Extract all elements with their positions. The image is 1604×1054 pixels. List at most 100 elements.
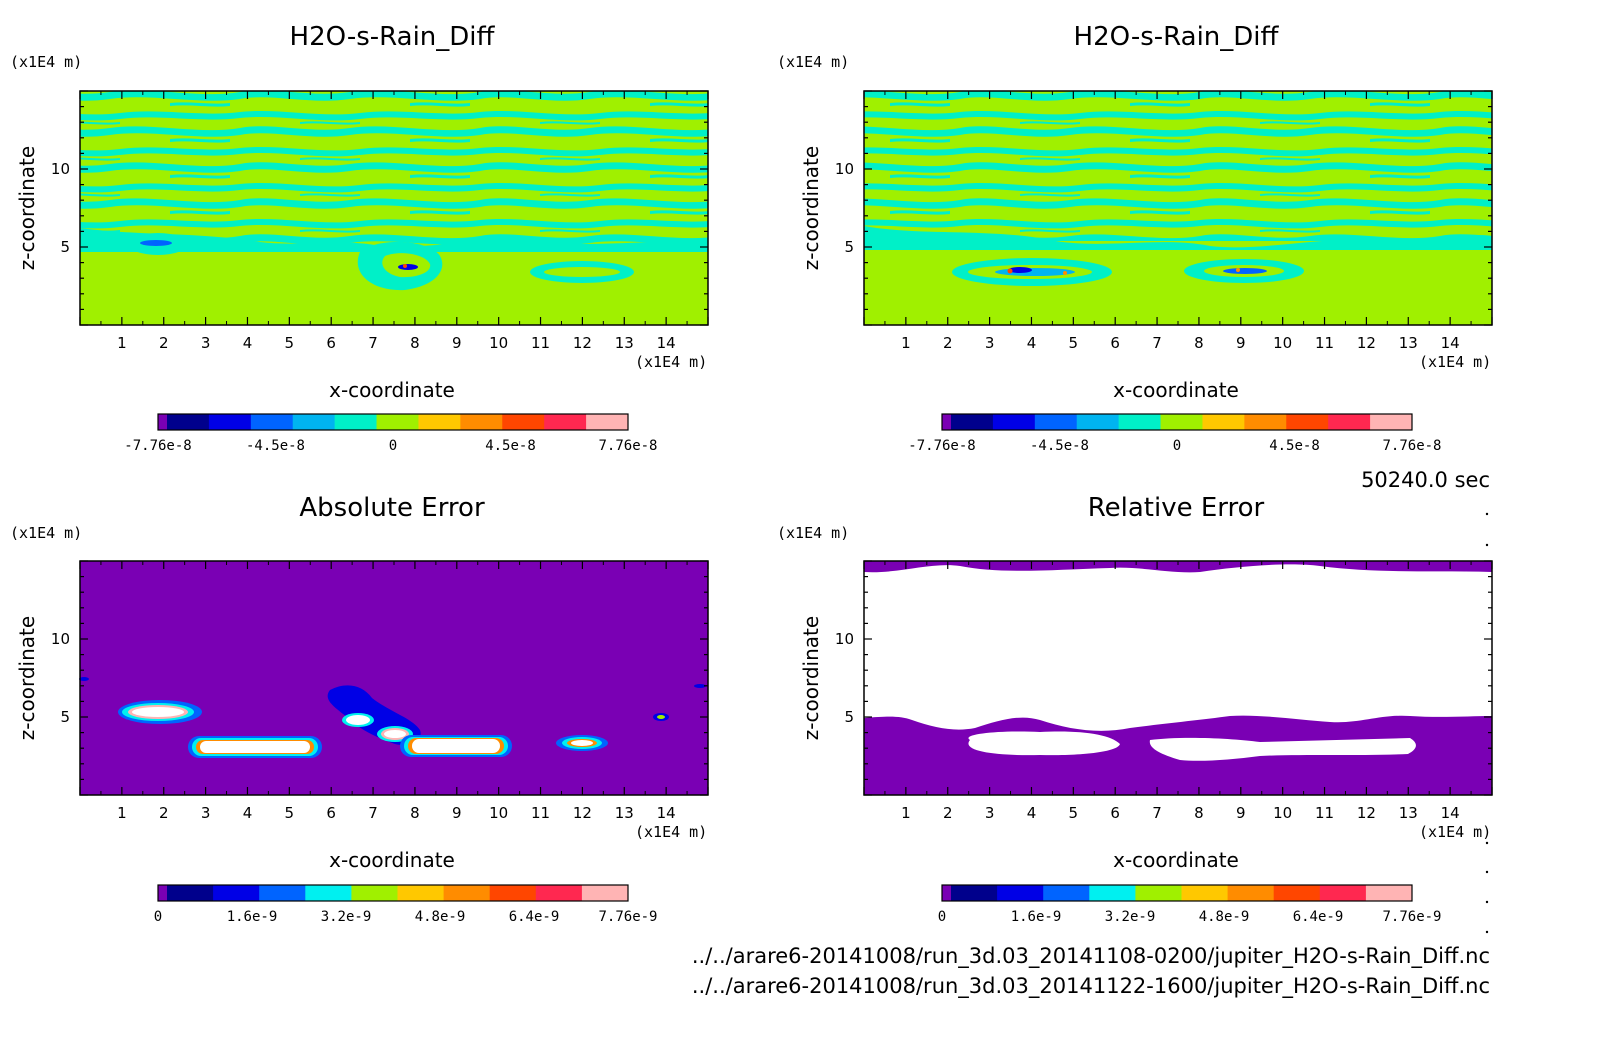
x-tick-label: 12 — [573, 334, 592, 352]
x-tick-label: 6 — [326, 334, 336, 352]
panel-top-left: H2O-s-Rain_Diff (x1E4 m) 1 2 3 4 5 6 7 8 9 10 11 12… — [10, 22, 709, 454]
y-tick-label: 10 — [835, 160, 854, 178]
colorbar-swatch — [1365, 885, 1413, 901]
colorbar-swatch — [489, 885, 537, 901]
x-tick-label: 11 — [531, 334, 550, 352]
x-tick-label: 14 — [1441, 804, 1460, 822]
colorbar-swatch — [1286, 414, 1329, 430]
colorbar-swatch — [1370, 414, 1413, 430]
colorbar-swatch — [351, 885, 398, 901]
x-tick-label: 6 — [326, 804, 336, 822]
x-tick-label: 9 — [452, 804, 462, 822]
x-tick-label: 13 — [1399, 334, 1418, 352]
x-tick-label: 4 — [243, 804, 253, 822]
x-tick-label: 3 — [985, 334, 995, 352]
colorbar-swatch — [208, 414, 252, 430]
x-tick-label: 14 — [1441, 334, 1460, 352]
colorbar-swatch — [1319, 885, 1367, 901]
x-tick-label: 7 — [1152, 334, 1162, 352]
x-tick-label: 3 — [201, 804, 211, 822]
colorbar-swatch — [443, 885, 491, 901]
colorbar-swatch — [951, 885, 998, 901]
colorbar-swatch — [942, 414, 952, 430]
colorbar-swatch — [502, 414, 545, 430]
x-tick-label: 2 — [159, 334, 169, 352]
x-tick-label: 3 — [985, 804, 995, 822]
colorbar-swatch — [213, 885, 260, 901]
x-tick-label: 12 — [1357, 334, 1376, 352]
colorbar-swatch — [292, 414, 336, 430]
x-tick-label: 1 — [117, 804, 127, 822]
y-unit-label: (x1E4 m) — [777, 53, 849, 71]
colorbar-swatch — [158, 414, 168, 430]
colorbar-label: 6.4e-9 — [1293, 909, 1344, 925]
plot-area — [79, 560, 709, 796]
colorbar-label: 1.6e-9 — [1011, 909, 1062, 925]
colorbar-frame — [941, 884, 1413, 902]
colorbar-swatch — [167, 885, 214, 901]
x-unit-label: (x1E4 m) — [1419, 353, 1491, 371]
x-tick-label: 2 — [943, 334, 953, 352]
y-tick-label: 10 — [51, 630, 70, 648]
colorbar-label: -4.5e-8 — [1030, 438, 1089, 454]
colorbar-frame — [157, 884, 629, 902]
y-ticks: 5 10 — [51, 90, 708, 326]
x-tick-label: 10 — [489, 334, 508, 352]
colorbar-swatch — [376, 414, 419, 430]
chart-title: H2O-s-Rain_Diff — [1074, 22, 1280, 52]
x-tick-label: 14 — [657, 334, 676, 352]
x-tick-label: 8 — [410, 334, 420, 352]
colorbar-label: -4.5e-8 — [246, 438, 305, 454]
colorbar-label: 1.6e-9 — [227, 909, 278, 925]
colorbar-label: -7.76e-8 — [124, 438, 191, 454]
x-tick-label: 9 — [452, 334, 462, 352]
colorbar-swatch — [1135, 885, 1182, 901]
colorbar-label: -7.76e-8 — [908, 438, 975, 454]
panel-bottom-left: Absolute Error (x1E4 m) — [10, 493, 709, 925]
colorbar-swatch — [544, 414, 587, 430]
x-ticks: 1 2 3 4 5 6 7 8 9 10 11 12 13 14 — [863, 561, 1493, 822]
colorbar-swatch — [1181, 885, 1229, 901]
y-tick-label: 10 — [51, 160, 70, 178]
colorbar: -7.76e-8 -4.5e-8 0 4.5e-8 7.76e-8 — [908, 413, 1442, 454]
x-tick-label: 13 — [615, 804, 634, 822]
y-tick-label: 5 — [60, 708, 70, 726]
colorbar-swatch — [1244, 414, 1287, 430]
colorbar-label: 0 — [1173, 438, 1181, 454]
x-tick-label: 4 — [1027, 334, 1037, 352]
x-tick-label: 5 — [1069, 334, 1079, 352]
x-tick-label: 6 — [1110, 334, 1120, 352]
colorbar-swatch — [305, 885, 352, 901]
colorbar-label: 0 — [154, 909, 162, 925]
x-ticks: 1 2 3 4 5 6 7 8 9 10 11 12 13 14 — [79, 91, 709, 352]
x-tick-label: 11 — [531, 804, 550, 822]
plot-area — [863, 560, 1493, 796]
x-axis-label: x-coordinate — [1113, 848, 1239, 872]
y-tick-label: 10 — [835, 630, 854, 648]
x-tick-label: 14 — [657, 804, 676, 822]
colorbar-swatch — [1160, 414, 1203, 430]
x-ticks: 1 2 3 4 5 6 7 8 9 10 11 12 13 14 — [863, 91, 1493, 352]
x-tick-label: 12 — [573, 804, 592, 822]
colorbar-swatch — [1202, 414, 1245, 430]
x-unit-label: (x1E4 m) — [635, 823, 707, 841]
time-label: 50240.0 sec — [1361, 468, 1490, 492]
y-unit-label: (x1E4 m) — [10, 53, 82, 71]
y-tick-label: 5 — [60, 238, 70, 256]
colorbar-swatch — [1118, 414, 1162, 430]
x-tick-label: 1 — [117, 334, 127, 352]
colorbar-swatch — [167, 414, 210, 430]
colorbar-swatch — [997, 885, 1044, 901]
colorbar-label: 7.76e-8 — [1382, 438, 1441, 454]
colorbar-swatch — [1328, 414, 1371, 430]
colorbar-swatch — [334, 414, 378, 430]
colorbar-label: 7.76e-9 — [598, 909, 657, 925]
x-axis-label: x-coordinate — [1113, 378, 1239, 402]
colorbar-swatch — [992, 414, 1036, 430]
x-tick-label: 5 — [1069, 804, 1079, 822]
x-tick-label: 6 — [1110, 804, 1120, 822]
x-unit-label: (x1E4 m) — [1419, 823, 1491, 841]
colorbar: 0 1.6e-9 3.2e-9 4.8e-9 6.4e-9 7.76e-9 — [938, 884, 1442, 925]
colorbar-swatch — [259, 885, 306, 901]
